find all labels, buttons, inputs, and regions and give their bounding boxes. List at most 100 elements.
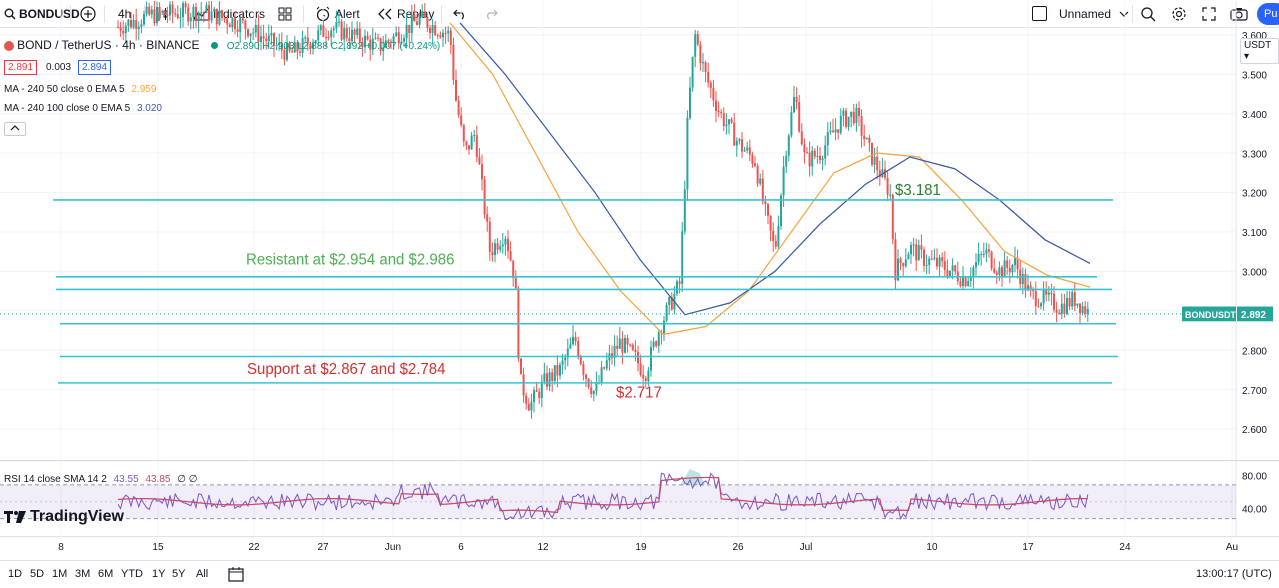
- layout-checkbox[interactable]: [1032, 6, 1047, 21]
- utc-clock[interactable]: 13:00:17 (UTC): [1196, 568, 1272, 580]
- candle-down: [946, 269, 949, 277]
- candle-down: [621, 338, 624, 353]
- chevron-down-icon: [1119, 11, 1129, 17]
- symbol-search[interactable]: BONDUSD: [4, 0, 80, 28]
- candle-up: [624, 338, 626, 353]
- range-button-6m[interactable]: 6M: [98, 568, 114, 580]
- current-price-label: 2.892: [1241, 310, 1266, 321]
- rewind-icon: [378, 8, 392, 20]
- candle-down: [1055, 309, 1058, 313]
- range-button-5y[interactable]: 5Y: [172, 568, 186, 580]
- candle-up: [418, 16, 421, 25]
- candle-down: [280, 42, 283, 51]
- candle-down: [439, 35, 442, 38]
- collapse-legend-button[interactable]: [4, 122, 26, 136]
- candle-down: [462, 125, 465, 142]
- range-button-5d[interactable]: 5D: [30, 568, 45, 580]
- candle-up: [595, 382, 598, 391]
- candle-up: [652, 341, 655, 347]
- time-axis-label: 19: [635, 542, 646, 553]
- candle-down: [340, 21, 343, 40]
- candle-up: [998, 267, 1001, 275]
- range-button-1m[interactable]: 1M: [52, 568, 68, 580]
- price-tick-label: 3.200: [1242, 188, 1267, 199]
- candle-up: [686, 117, 689, 190]
- candle-up: [218, 10, 221, 25]
- candle-down: [522, 374, 525, 396]
- candle-down: [187, 7, 190, 22]
- candle-up: [335, 21, 338, 29]
- candle-down: [546, 373, 548, 387]
- compare-button[interactable]: [80, 0, 96, 28]
- rsi-tick-label: 80.00: [1242, 471, 1267, 482]
- candle-up: [499, 246, 502, 250]
- range-button-all[interactable]: All: [196, 568, 209, 580]
- candle-down: [135, 19, 138, 30]
- candle-up: [743, 150, 746, 152]
- layout-name-dropdown[interactable]: Unnamed: [1059, 0, 1129, 28]
- candle-down: [423, 11, 426, 18]
- undo-button[interactable]: [453, 0, 467, 28]
- interval-button[interactable]: 4h: [118, 7, 132, 21]
- candle-down: [748, 147, 751, 155]
- candle-down: [434, 24, 437, 36]
- candle-up: [793, 97, 795, 113]
- candle-down: [852, 111, 855, 124]
- candle-up: [501, 244, 504, 247]
- candle-up: [504, 238, 507, 245]
- candle-up: [949, 270, 951, 277]
- candle-up: [400, 41, 403, 44]
- candle-up: [790, 112, 793, 136]
- date-range-button[interactable]: [228, 566, 244, 585]
- candle-up: [847, 116, 850, 127]
- range-button-1d[interactable]: 1D: [8, 568, 23, 580]
- currency-selector[interactable]: USDT ▾: [1240, 38, 1279, 64]
- candle-up: [410, 14, 413, 34]
- candle-up: [533, 390, 535, 402]
- candle-down: [122, 30, 125, 34]
- candle-up: [1060, 303, 1063, 315]
- candle-up: [143, 13, 145, 25]
- candle-down: [413, 14, 416, 22]
- candle-down: [990, 251, 993, 269]
- candle-down: [722, 113, 725, 127]
- candle-down: [631, 344, 634, 350]
- price-chart[interactable]: Resistant at $2.954 and $2.986 Support at…: [0, 0, 1279, 565]
- candle-up: [351, 29, 353, 42]
- candle-down: [358, 28, 361, 42]
- price-tick-label: 3.100: [1242, 228, 1267, 239]
- candle-up: [124, 25, 127, 34]
- symbol-legend: BOND / TetherUS · 4h · BINANCE O2.890 H2…: [4, 38, 440, 52]
- rsi-extra: ∅ ∅: [177, 474, 198, 485]
- time-axis-label: 24: [1119, 542, 1130, 553]
- candle-down: [283, 50, 286, 60]
- candle-down: [730, 119, 733, 123]
- candle-up: [618, 338, 621, 349]
- range-button-ytd[interactable]: YTD: [121, 568, 143, 580]
- candle-down: [629, 344, 632, 346]
- candle-down: [1050, 292, 1053, 294]
- redo-button[interactable]: [484, 0, 498, 28]
- templates-button[interactable]: [278, 0, 292, 28]
- rsi-line: [117, 472, 1089, 521]
- tradingview-logo[interactable]: TradingView: [4, 508, 124, 526]
- candle-down: [923, 249, 925, 266]
- candle-down: [936, 257, 938, 267]
- range-button-1y[interactable]: 1Y: [152, 568, 166, 580]
- rsi-tick-label: 40.00: [1242, 504, 1267, 515]
- candle-up: [938, 257, 941, 267]
- quick-search-button[interactable]: [1140, 0, 1156, 28]
- publish-button[interactable]: Pu: [1257, 3, 1279, 25]
- candle-down: [754, 163, 756, 166]
- ask-price-box[interactable]: 2.894: [78, 60, 112, 75]
- candle-down: [1016, 258, 1019, 270]
- time-axis-label: 15: [152, 542, 163, 553]
- bid-price-box[interactable]: 2.891: [4, 60, 38, 75]
- candle-up: [1066, 297, 1068, 314]
- fullscreen-button[interactable]: [1202, 0, 1216, 28]
- settings-button[interactable]: [1171, 0, 1187, 28]
- price-tick-label: 2.700: [1242, 386, 1267, 397]
- range-button-3m[interactable]: 3M: [75, 568, 91, 580]
- candle-down: [899, 258, 902, 264]
- candle-up: [403, 38, 405, 42]
